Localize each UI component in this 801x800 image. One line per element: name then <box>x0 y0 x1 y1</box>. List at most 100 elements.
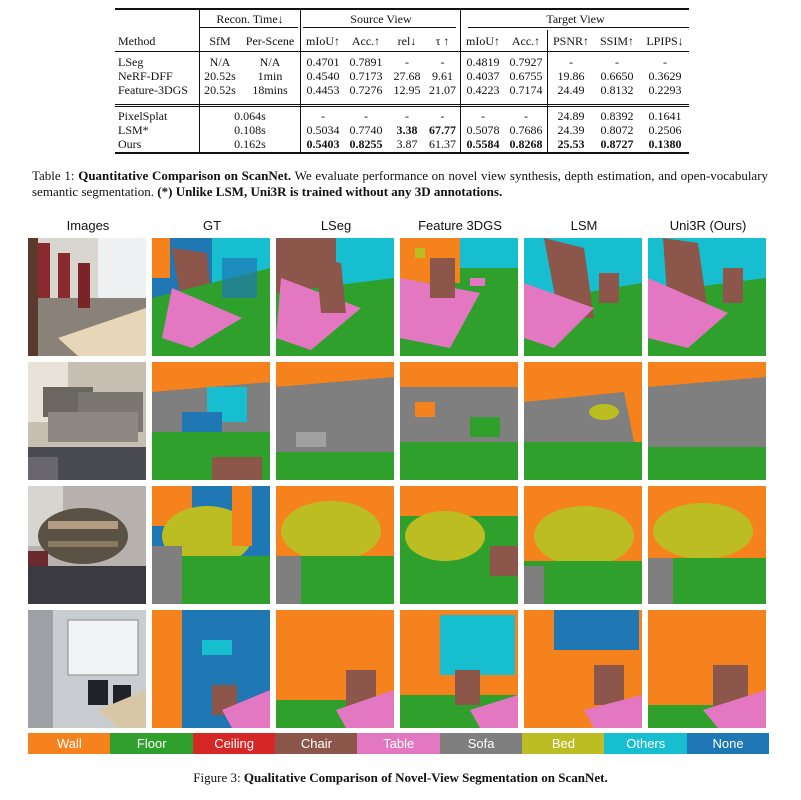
col-header: SfM <box>209 34 231 48</box>
table-value-cell: 0.8255 <box>349 137 383 151</box>
table-vrule <box>460 9 461 152</box>
segmentation-gt <box>152 486 270 604</box>
legend-item-none: None <box>686 733 770 754</box>
table-value-cell: 0.7891 <box>349 55 383 69</box>
table-value-cell: 0.7927 <box>509 55 543 69</box>
table-value-cell: 0.4540 <box>306 69 340 83</box>
table-value-cell: 0.1641 <box>648 109 682 123</box>
table-value-cell: 0.6650 <box>600 69 634 83</box>
table-value-cell: 0.5034 <box>306 123 340 137</box>
table-value-cell: 0.8392 <box>600 109 634 123</box>
col-header: mIoU↑ <box>466 34 500 48</box>
table-method-cell: Feature-3DGS <box>118 83 188 97</box>
table-value-cell: 0.7173 <box>349 69 383 83</box>
table-vrule <box>300 9 301 152</box>
table-method-cell: LSeg <box>118 55 144 69</box>
column-header-gt: GT <box>202 218 222 233</box>
table-value-cell: 0.4037 <box>466 69 500 83</box>
recon-time-header: Recon. Time↓ <box>216 12 284 26</box>
table-method-cell: LSM* <box>118 123 149 137</box>
column-header-lseg: LSeg <box>320 218 352 233</box>
segmentation-ours <box>648 486 766 604</box>
col-header: mIoU↑ <box>306 34 340 48</box>
segmentation-lseg <box>276 610 394 728</box>
figure-caption-label: Figure 3: <box>193 770 241 785</box>
table-value-cell: 24.39 <box>557 123 585 137</box>
table-value-cell: 0.4223 <box>466 83 500 97</box>
table-value-cell: 0.6755 <box>509 69 543 83</box>
table-recon-rule <box>200 27 298 28</box>
table-value-cell: 0.5078 <box>466 123 500 137</box>
table-caption-label: Table 1: <box>32 168 75 183</box>
legend-item-bed: Bed <box>522 733 605 754</box>
table-value-cell: 0.5403 <box>306 137 340 151</box>
figure-caption: Figure 3: Qualitative Comparison of Nove… <box>0 770 801 786</box>
table-value-cell: 9.61 <box>432 69 453 83</box>
table-value-cell: N/A <box>259 55 281 69</box>
table-value-cell: 0.1380 <box>648 137 682 151</box>
table-value-cell: 0.4819 <box>466 55 500 69</box>
table-value-cell: - <box>440 109 445 123</box>
segmentation-lsm <box>524 362 642 480</box>
column-header-feature3dgs: Feature 3DGS <box>418 218 502 233</box>
scene-image <box>28 238 146 356</box>
target-view-header: Target View <box>546 12 605 26</box>
table-source-rule <box>303 27 456 28</box>
col-header: rel↓ <box>397 34 417 48</box>
segmentation-feature3dgs <box>400 238 518 356</box>
table-method-cell: PixelSplat <box>118 109 168 123</box>
table-value-cell: 0.2506 <box>648 123 682 137</box>
table-value-cell: 24.49 <box>557 83 585 97</box>
table-value-cell: 12.95 <box>393 83 421 97</box>
table-value-cell: 0.3629 <box>648 69 682 83</box>
table-value-cell: - <box>364 109 368 123</box>
legend-item-ceiling: Ceiling <box>192 733 276 754</box>
table-value-cell: - <box>440 55 445 69</box>
segmentation-gt <box>152 238 270 356</box>
table-value-cell: 0.108s <box>234 123 266 137</box>
table-value-cell: - <box>569 55 573 69</box>
column-header-images: Images <box>66 218 110 233</box>
table-mid-rule <box>115 104 689 105</box>
table-value-cell: 0.8727 <box>600 137 634 151</box>
segmentation-ours <box>648 610 766 728</box>
table-value-cell: 20.52s <box>204 69 236 83</box>
legend-item-table: Table <box>357 733 441 754</box>
segmentation-gt <box>152 610 270 728</box>
source-view-header: Source View <box>350 12 412 26</box>
segmentation-lsm <box>524 238 642 356</box>
scene-image <box>28 486 146 604</box>
table-vrule <box>199 9 200 152</box>
scene-image <box>28 362 146 480</box>
column-header-lsm: LSM <box>570 218 598 233</box>
segmentation-lseg <box>276 362 394 480</box>
legend-item-sofa: Sofa <box>439 733 523 754</box>
table-header-rule <box>115 51 689 52</box>
segmentation-feature3dgs <box>400 610 518 728</box>
table-mid-rule-2 <box>115 106 689 107</box>
table-caption-text: We evaluate performance on novel view sy… <box>32 168 769 199</box>
table-value-cell: 3.38 <box>396 123 418 137</box>
table-value-cell: 0.4453 <box>306 83 340 97</box>
table-method-cell: Ours <box>118 137 142 151</box>
table-top-rule <box>115 8 689 10</box>
table-caption: Table 1: Quantitative Comparison on Scan… <box>32 168 768 200</box>
table-value-cell: 24.89 <box>557 109 585 123</box>
segmentation-ours <box>648 362 766 480</box>
segmentation-feature3dgs <box>400 362 518 480</box>
legend-item-wall: Wall <box>28 733 111 754</box>
segmentation-gt <box>152 362 270 480</box>
table-value-cell: N/A <box>209 55 231 69</box>
table-value-cell: 0.8072 <box>600 123 634 137</box>
column-header-ours: Uni3R (Ours) <box>669 218 747 233</box>
table-value-cell: 18mins <box>252 83 288 97</box>
legend-item-floor: Floor <box>110 733 194 754</box>
col-header: PSNR↑ <box>552 34 590 48</box>
figure-caption-title: Qualitative Comparison of Novel-View Seg… <box>243 770 608 785</box>
table-value-cell: - <box>524 109 528 123</box>
table-value-cell: 0.064s <box>234 109 266 123</box>
table-caption-note: (*) Unlike LSM, Uni3R is trained without… <box>157 184 503 199</box>
table-bottom-rule <box>115 152 689 154</box>
segmentation-lseg <box>276 238 394 356</box>
table-caption-title: Quantitative Comparison on ScanNet. <box>78 168 292 183</box>
